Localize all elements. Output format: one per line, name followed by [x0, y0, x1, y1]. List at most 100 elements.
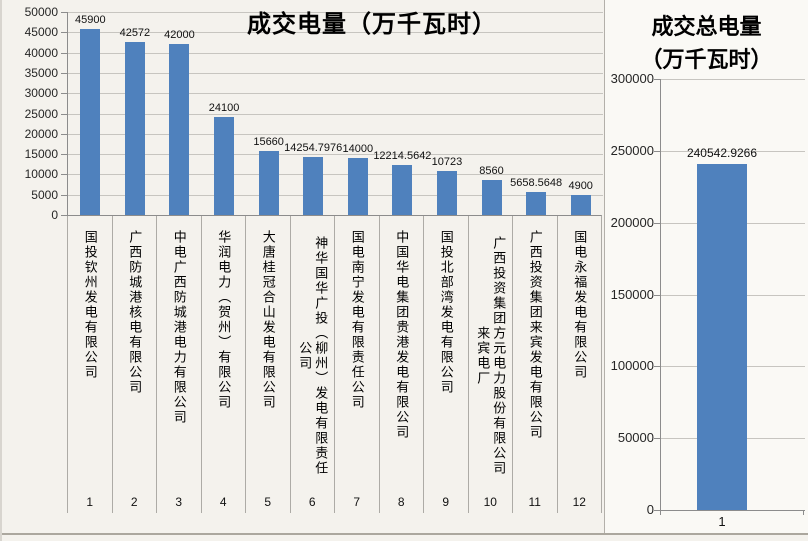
bar-value-label: 42572: [119, 27, 151, 40]
y-axis-tick-label: 15000: [24, 147, 58, 162]
bar-value-label: 24100: [208, 102, 240, 115]
category-cell: 中电广西防城港电力有限公司 3: [156, 216, 201, 513]
y-axis-tick-label: 0: [51, 208, 58, 222]
y-axis-tick-label: 25000: [24, 106, 58, 121]
category-index: 2: [130, 495, 138, 509]
y-axis-tick-label: 5000: [31, 187, 58, 202]
category-cell: 广西防城港核电有限公司 2: [111, 216, 157, 513]
gridline: [68, 52, 603, 54]
category-name: 广西投资集团来宾发电有限公司: [527, 230, 543, 440]
category-cell: 大唐桂冠合山发电有限公司 5: [245, 216, 290, 513]
bar-value-label: 10723: [431, 156, 463, 169]
category-cell: 广西投资集团来宾发电有限公司 11: [512, 216, 557, 513]
y-axis-tick-label: 40000: [24, 45, 58, 60]
category-name: 中国华电集团贵港发电有限公司: [394, 230, 410, 440]
bar: [124, 42, 145, 215]
bottom-border-line: [2, 533, 808, 535]
gridline: [68, 113, 603, 115]
right-chart-category-index: 1: [718, 514, 726, 529]
right-chart-plot-area: 240542.9266: [660, 79, 805, 511]
bar: [214, 117, 235, 215]
category-cell: 广西投资集团方元电力股份有限公司来宾电厂 10: [467, 216, 513, 513]
gridline: [68, 154, 603, 156]
gridline: [68, 174, 603, 176]
y-axis-tick-mark: [61, 194, 68, 196]
x-axis-tick-mark: [660, 510, 661, 515]
category-name: 国电南宁发电有限责任公司: [349, 230, 365, 410]
category-index: 9: [442, 495, 450, 509]
bar-value-label: 14254.7976: [284, 142, 343, 155]
category-cell: 中国华电集团贵港发电有限公司 8: [378, 216, 424, 513]
y-axis-tick-label: 300000: [610, 71, 654, 86]
category-name: 国投北部湾发电有限公司: [438, 230, 454, 395]
bar-value-label: 45900: [74, 13, 106, 26]
bar-value-label: 42000: [164, 29, 195, 42]
y-axis-tick-label: 20000: [24, 126, 58, 141]
category-name: 神华国华广投（柳州）发电有限责任公司: [297, 236, 329, 476]
category-index: 8: [397, 495, 405, 509]
category-name: 国投钦州发电有限公司: [82, 230, 98, 380]
y-axis-tick-label: 150000: [610, 286, 654, 302]
y-axis-tick-label: 0: [646, 502, 654, 517]
right-chart-title-line2: （万千瓦时）: [640, 47, 773, 72]
bar-value-label: 14000: [342, 143, 374, 156]
bar: [436, 171, 457, 215]
bar: [169, 44, 190, 215]
category-cell: 国投北部湾发电有限公司 9: [423, 216, 468, 513]
y-axis-tick-mark: [61, 113, 68, 115]
bar: [258, 151, 279, 215]
y-axis-tick-mark: [654, 366, 661, 368]
left-chart-plot-area: 45900 42572 42000 24100 15660 14254.7976 14000…: [67, 12, 603, 215]
left-chart-category-axis: 国投钦州发电有限公司 1 广西防城港核电有限公司 2 中电广西防城港电力有限公司 3 华润电…: [67, 215, 602, 513]
y-axis-tick-label: 50000: [24, 5, 58, 19]
y-axis-tick-mark: [654, 79, 661, 80]
bar: [526, 192, 547, 215]
y-axis-tick-mark: [61, 12, 68, 13]
category-index: 11: [528, 495, 541, 509]
gridline: [68, 12, 603, 13]
category-index: 6: [308, 495, 316, 509]
y-axis-tick-mark: [654, 150, 661, 152]
category-name: 华润电力（贺州）有限公司: [216, 230, 232, 410]
category-name: 广西防城港核电有限公司: [127, 230, 143, 395]
category-name: 大唐桂冠合山发电有限公司: [260, 230, 276, 410]
y-axis-tick-mark: [61, 52, 68, 54]
category-index: 4: [219, 495, 227, 509]
category-index: 3: [175, 495, 183, 509]
category-cell: 国投钦州发电有限公司 1: [67, 216, 112, 513]
bar: [570, 195, 591, 215]
category-index: 10: [483, 495, 497, 509]
bar-value-label: 240542.9266: [686, 146, 758, 161]
left-chart-title: 成交电量（万千瓦时）: [247, 12, 497, 38]
bar: [303, 157, 324, 215]
y-axis-tick-label: 35000: [24, 65, 58, 80]
gridline: [68, 194, 603, 196]
y-axis-tick-mark: [61, 32, 68, 34]
y-axis-tick-label: 50000: [617, 430, 654, 446]
category-index: 7: [353, 495, 361, 509]
category-index: 5: [264, 495, 272, 509]
bar: [392, 165, 413, 215]
y-axis-tick-mark: [654, 510, 661, 511]
category-cell: 神华国华广投（柳州）发电有限责任公司 6: [289, 216, 335, 513]
y-axis-tick-label: 100000: [610, 358, 654, 374]
y-axis-tick-mark: [654, 438, 661, 440]
bar-value-label: 15660: [253, 136, 284, 149]
y-axis-tick-label: 30000: [24, 86, 58, 101]
x-axis-tick-mark: [803, 510, 804, 515]
y-axis-tick-label: 45000: [24, 25, 58, 40]
gridline: [68, 72, 603, 74]
y-axis-tick-label: 10000: [24, 167, 58, 182]
right-bar-chart: 成交总电量 （万千瓦时） 240542.9266 1 0 50000 100000 1…: [604, 0, 808, 534]
y-axis-tick-mark: [61, 215, 68, 216]
gridline: [661, 79, 805, 80]
y-axis-tick-mark: [61, 72, 68, 74]
y-axis-tick-mark: [654, 294, 661, 296]
y-axis-tick-mark: [61, 133, 68, 135]
y-axis-tick-mark: [61, 154, 68, 156]
bar-value-label: 4900: [568, 180, 593, 193]
bar: [697, 164, 747, 510]
category-name: 广西投资集团方元电力股份有限公司来宾电厂: [475, 236, 507, 476]
y-axis-tick-mark: [654, 222, 661, 224]
